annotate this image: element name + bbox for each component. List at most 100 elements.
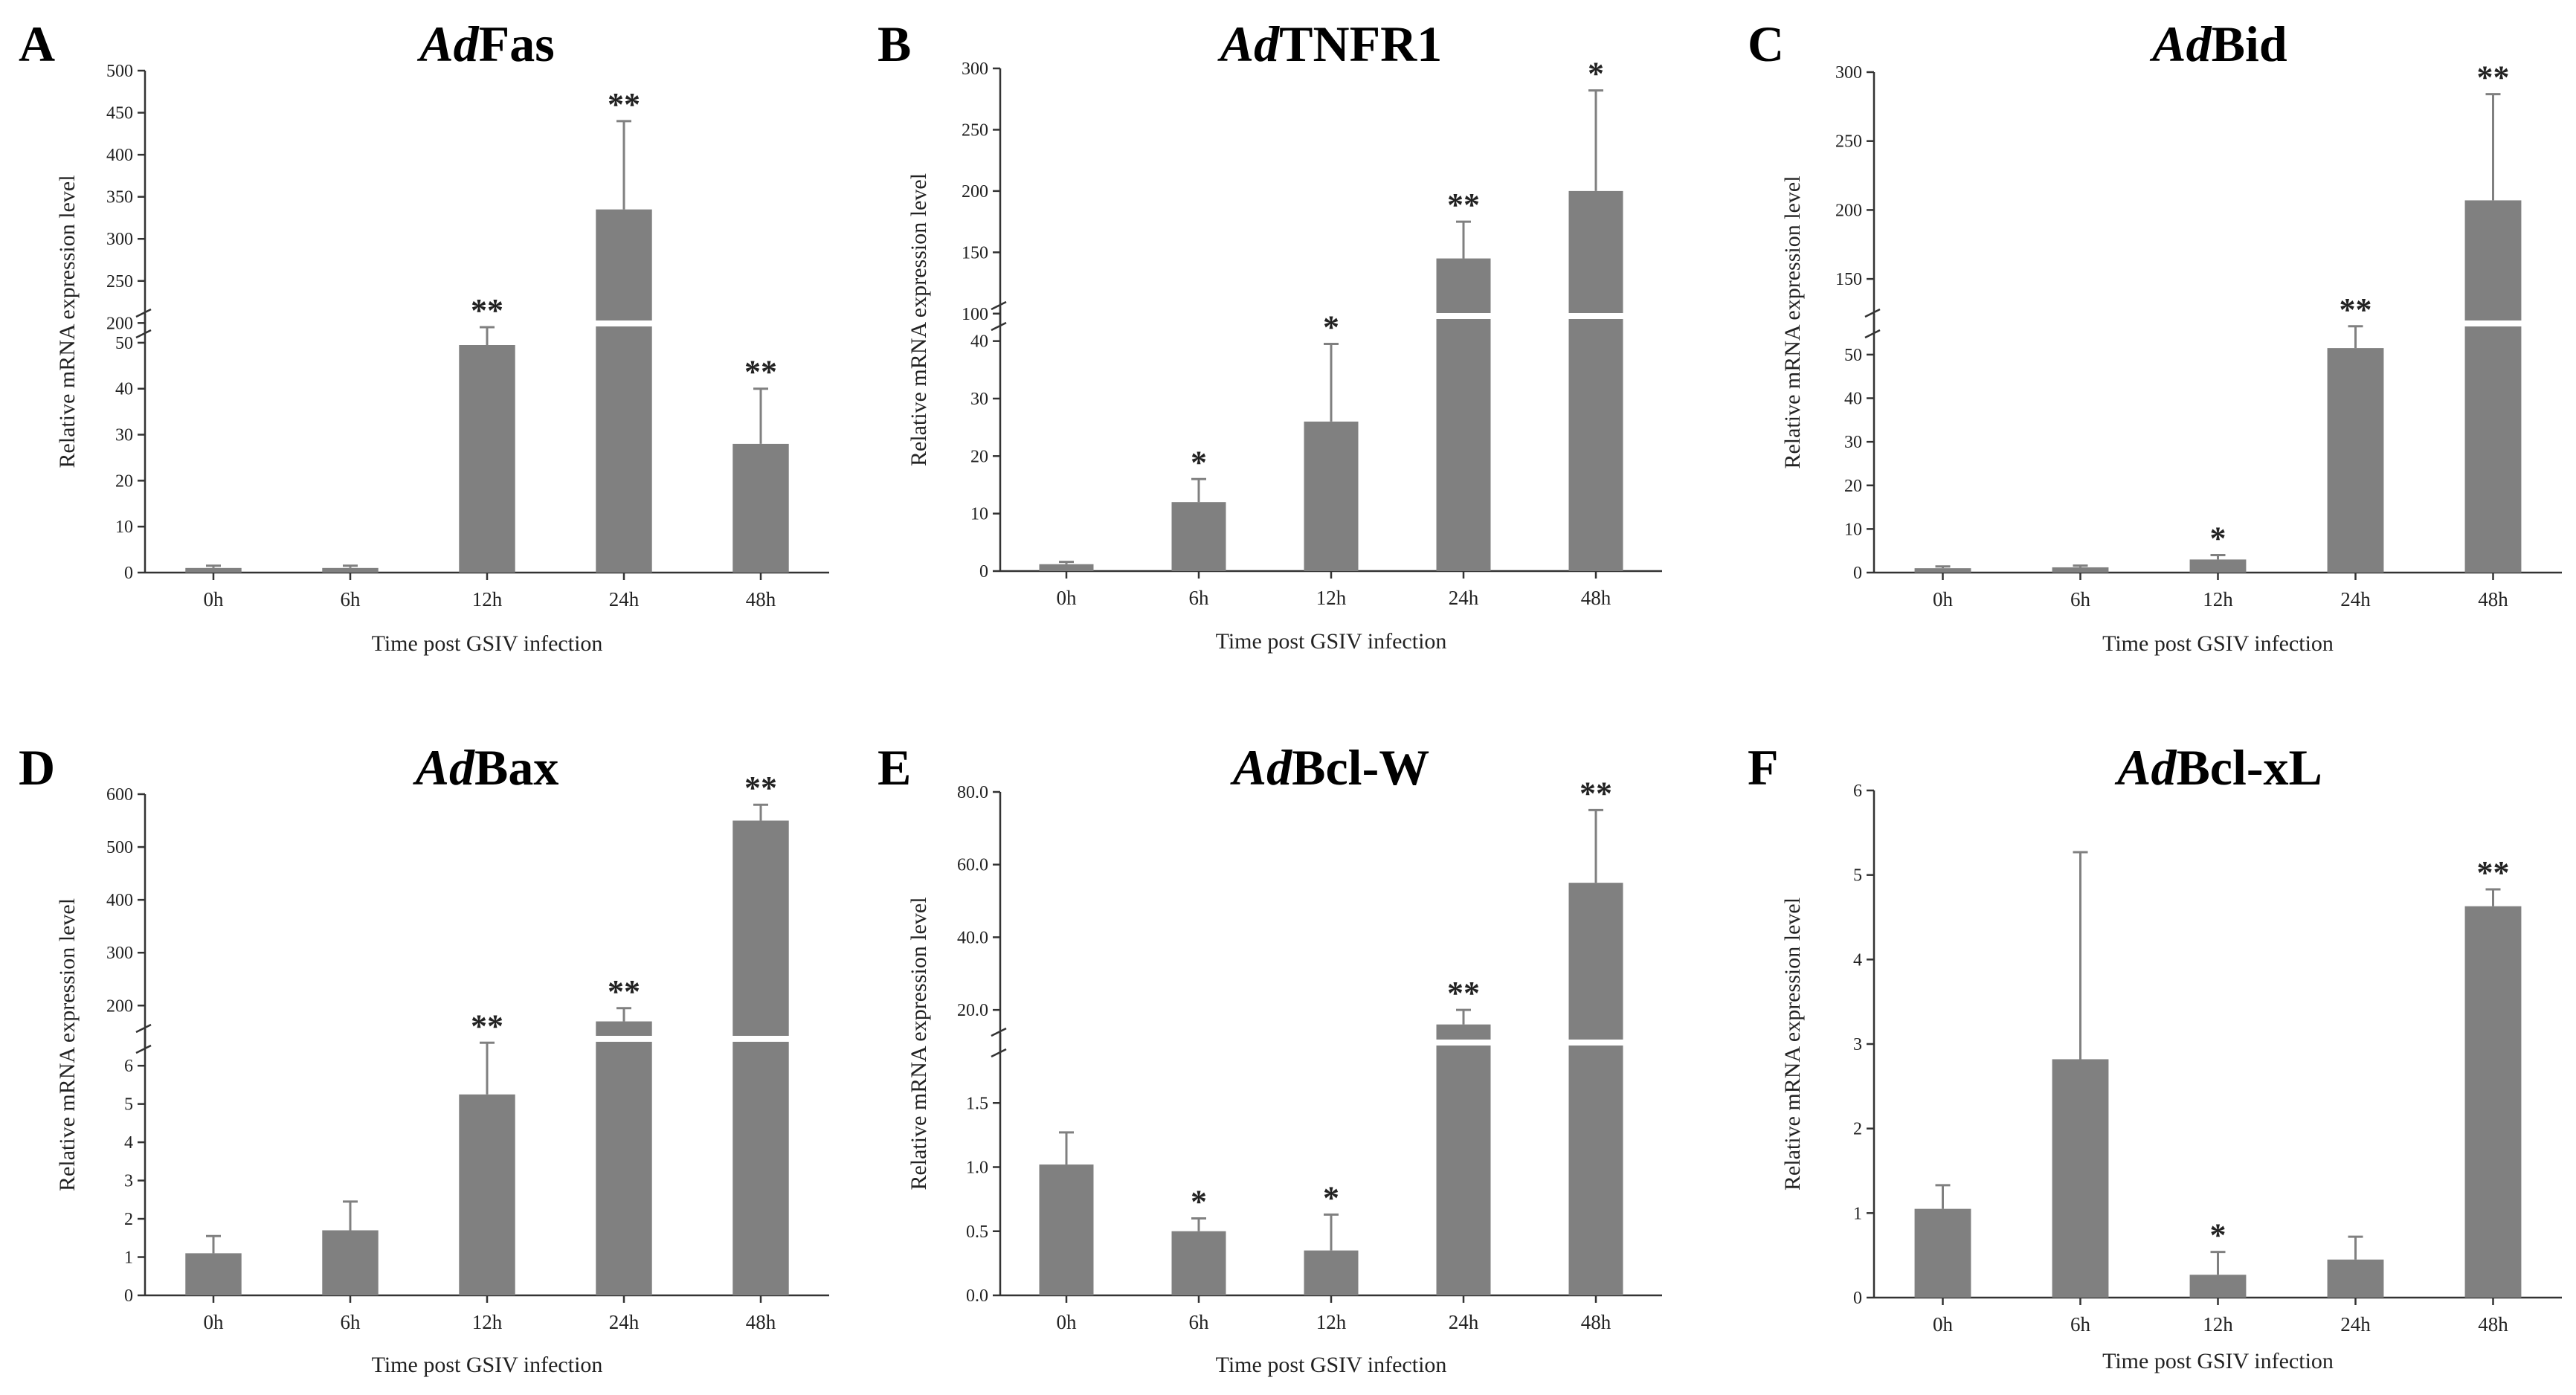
- significance-marker: **: [2477, 854, 2510, 891]
- y-tick-label: 5: [124, 1095, 133, 1115]
- bar-break-gap: [731, 1036, 790, 1042]
- bar-48h: [732, 443, 789, 573]
- significance-marker: *: [1191, 444, 1207, 480]
- y-axis-title: Relative mRNA expression level: [907, 897, 931, 1190]
- bar-12h: [459, 345, 515, 573]
- x-tick-label: 48h: [746, 588, 776, 610]
- bar-6h: [2052, 567, 2109, 573]
- y-tick-label: 0: [124, 1286, 133, 1306]
- significance-marker: *: [1191, 1184, 1207, 1220]
- y-tick-label: 40: [1844, 390, 1862, 409]
- y-tick-label: 3: [124, 1172, 133, 1191]
- x-tick-label: 6h: [1189, 587, 1210, 609]
- x-tick-label: 24h: [2340, 588, 2371, 610]
- bar-break-gap: [594, 1036, 654, 1042]
- y-tick-label: 1.0: [966, 1159, 988, 1178]
- x-tick-label: 6h: [341, 588, 361, 610]
- y-tick-label: 250: [1835, 132, 1862, 152]
- bar-break-gap: [2463, 320, 2523, 326]
- x-tick-label: 48h: [2478, 1313, 2508, 1336]
- bar-24h: [596, 1021, 652, 1295]
- significance-marker: *: [1323, 1179, 1339, 1216]
- y-tick-label: 200: [962, 182, 988, 202]
- y-tick-label: 60.0: [957, 856, 988, 875]
- significance-marker: *: [2210, 1217, 2226, 1254]
- significance-marker: **: [744, 770, 777, 806]
- x-tick-label: 24h: [2340, 1313, 2371, 1336]
- chart-panel-b: B AdTNFR1 0 10 20 30 40 100 150 200 250 300 0h * 6h * 12…: [878, 16, 1662, 654]
- significance-marker: **: [1447, 975, 1480, 1011]
- bar-24h: [1436, 258, 1491, 571]
- significance-marker: *: [2210, 521, 2226, 557]
- bar-48h: [2464, 200, 2522, 573]
- x-tick-label: 24h: [1449, 1311, 1479, 1333]
- axis-break-mark: [135, 329, 152, 339]
- panel-letter: B: [878, 16, 911, 72]
- significance-marker: **: [1447, 187, 1480, 223]
- chart-title: AdBcl-W: [1230, 739, 1429, 796]
- bar-0h: [1039, 1164, 1094, 1295]
- y-tick-label: 3: [1853, 1035, 1862, 1054]
- chart-panel-d: D AdBax 0 1 2 3 4 5 6 200 300 400 500 600 0h 6h ** 12h ** 2…: [19, 739, 829, 1377]
- chart-title-suffix: TNFR1: [1279, 16, 1442, 72]
- x-axis-title: Time post GSIV infection: [372, 1353, 603, 1377]
- significance-marker: **: [2340, 291, 2372, 328]
- y-tick-label: 10: [115, 518, 133, 537]
- x-tick-label: 0h: [1057, 587, 1078, 609]
- y-tick-label: 30: [1844, 433, 1862, 452]
- significance-marker: **: [2477, 59, 2510, 96]
- y-tick-label: 250: [106, 272, 133, 291]
- y-axis-title: Relative mRNA expression level: [907, 173, 931, 466]
- chart-title-suffix: Fas: [479, 16, 555, 72]
- bar-break-gap: [1567, 313, 1625, 319]
- y-tick-label: 50: [1844, 346, 1862, 365]
- chart-title-suffix: Bcl-W: [1292, 739, 1429, 796]
- significance-marker: **: [744, 354, 777, 390]
- chart-title-prefix: Ad: [1217, 16, 1280, 72]
- chart-title-prefix: Ad: [416, 16, 479, 72]
- significance-marker: **: [608, 86, 640, 123]
- bar-0h: [1039, 564, 1094, 571]
- bar-24h: [1436, 1024, 1491, 1295]
- y-tick-label: 1: [1853, 1204, 1862, 1223]
- x-tick-label: 6h: [341, 1311, 361, 1333]
- panel-letter: E: [878, 739, 911, 796]
- y-tick-label: 20.0: [957, 1001, 988, 1020]
- axis-break-mark: [1864, 329, 1881, 339]
- x-tick-label: 0h: [1057, 1311, 1078, 1333]
- axis-break-mark: [991, 321, 1007, 332]
- x-tick-label: 6h: [2070, 1313, 2091, 1336]
- bar-break-gap: [594, 320, 654, 326]
- y-tick-label: 0: [124, 564, 133, 583]
- y-tick-label: 40: [970, 332, 988, 352]
- panel-letter: D: [19, 739, 55, 796]
- y-axis-title: Relative mRNA expression level: [1780, 175, 1805, 468]
- y-tick-label: 500: [106, 838, 133, 857]
- y-tick-label: 10: [1844, 520, 1862, 539]
- x-tick-label: 0h: [204, 1311, 225, 1333]
- y-tick-label: 2: [124, 1210, 133, 1229]
- bar-0h: [185, 567, 242, 573]
- y-tick-label: 0: [1853, 1289, 1862, 1308]
- significance-marker: **: [471, 292, 503, 329]
- bar-6h: [1171, 502, 1226, 571]
- bar-12h: [1304, 421, 1359, 571]
- axis-break-mark: [991, 1027, 1007, 1037]
- x-tick-label: 48h: [1581, 1311, 1611, 1333]
- x-axis-title: Time post GSIV infection: [1216, 629, 1447, 654]
- chart-title: AdFas: [416, 16, 554, 72]
- chart-title-prefix: Ad: [2149, 16, 2212, 72]
- y-tick-label: 20: [970, 447, 988, 466]
- y-tick-label: 6: [124, 1057, 133, 1076]
- y-tick-label: 5: [1853, 866, 1862, 886]
- chart-title-prefix: Ad: [2114, 739, 2177, 796]
- x-tick-label: 12h: [472, 588, 503, 610]
- x-tick-label: 12h: [472, 1311, 503, 1333]
- y-tick-label: 4: [1853, 950, 1862, 970]
- chart-title: AdBid: [2149, 16, 2287, 72]
- y-tick-label: 0.0: [966, 1286, 988, 1306]
- chart-panel-c: C AdBid 0 10 20 30 40 50 150 200 250 300 0h 6h * 12h ** 2…: [1748, 16, 2562, 656]
- x-tick-label: 24h: [1449, 587, 1479, 609]
- x-axis-title: Time post GSIV infection: [2102, 631, 2334, 656]
